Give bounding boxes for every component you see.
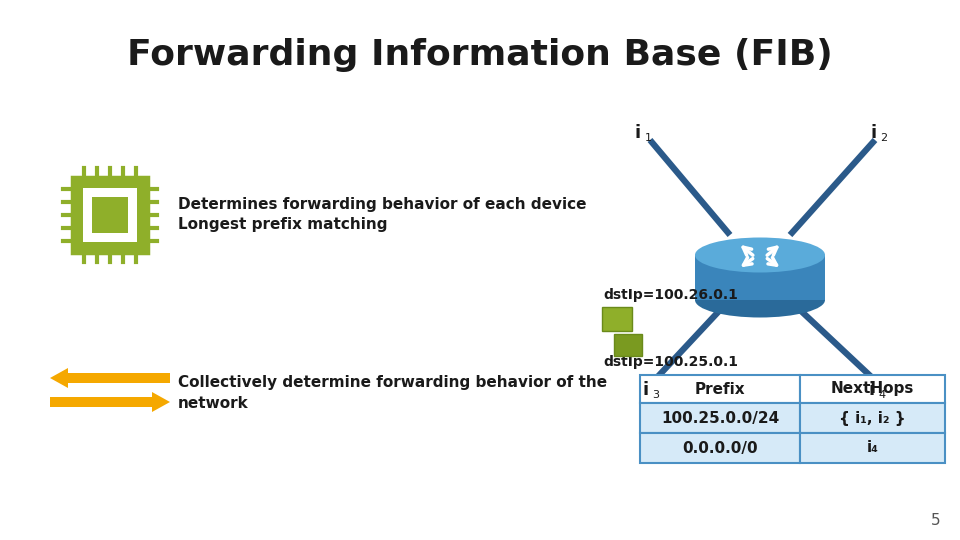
Text: i: i	[870, 124, 876, 142]
Bar	[83, 187, 137, 242]
Bar	[640, 403, 800, 433]
Bar	[640, 433, 800, 463]
Text: Longest prefix matching: Longest prefix matching	[178, 218, 388, 233]
Text: 4: 4	[878, 390, 885, 400]
Text: i₄: i₄	[867, 441, 878, 456]
Bar	[92, 197, 129, 233]
FancyBboxPatch shape	[614, 334, 642, 356]
Text: 1: 1	[645, 133, 652, 143]
Text: 3: 3	[652, 390, 659, 400]
Text: { i₁, i₂ }: { i₁, i₂ }	[839, 410, 906, 426]
Polygon shape	[152, 392, 170, 412]
Text: Collectively determine forwarding behavior of the: Collectively determine forwarding behavi…	[178, 375, 607, 390]
Bar	[50, 397, 152, 407]
Text: dstIp=100.25.0.1: dstIp=100.25.0.1	[603, 355, 738, 369]
Bar	[68, 373, 170, 383]
Text: dstIp=100.26.0.1: dstIp=100.26.0.1	[603, 288, 738, 302]
Text: 5: 5	[930, 513, 940, 528]
Bar	[640, 375, 800, 403]
Ellipse shape	[695, 282, 825, 318]
Text: Forwarding Information Base (FIB): Forwarding Information Base (FIB)	[127, 38, 833, 72]
Bar	[72, 177, 148, 253]
Bar	[800, 433, 945, 463]
Polygon shape	[50, 368, 68, 388]
Text: 2: 2	[880, 133, 887, 143]
Text: network: network	[178, 395, 249, 410]
Bar	[800, 375, 945, 403]
Text: 0.0.0.0/0: 0.0.0.0/0	[683, 441, 757, 456]
Text: Determines forwarding behavior of each device: Determines forwarding behavior of each d…	[178, 198, 587, 213]
Bar	[695, 255, 825, 300]
Text: NextHops: NextHops	[830, 381, 914, 396]
FancyBboxPatch shape	[602, 307, 632, 331]
Text: 100.25.0.0/24: 100.25.0.0/24	[660, 410, 780, 426]
Bar	[800, 403, 945, 433]
Text: i: i	[642, 381, 648, 399]
Text: i: i	[868, 381, 875, 399]
Text: i: i	[635, 124, 641, 142]
Ellipse shape	[695, 238, 825, 273]
Text: Prefix: Prefix	[695, 381, 745, 396]
